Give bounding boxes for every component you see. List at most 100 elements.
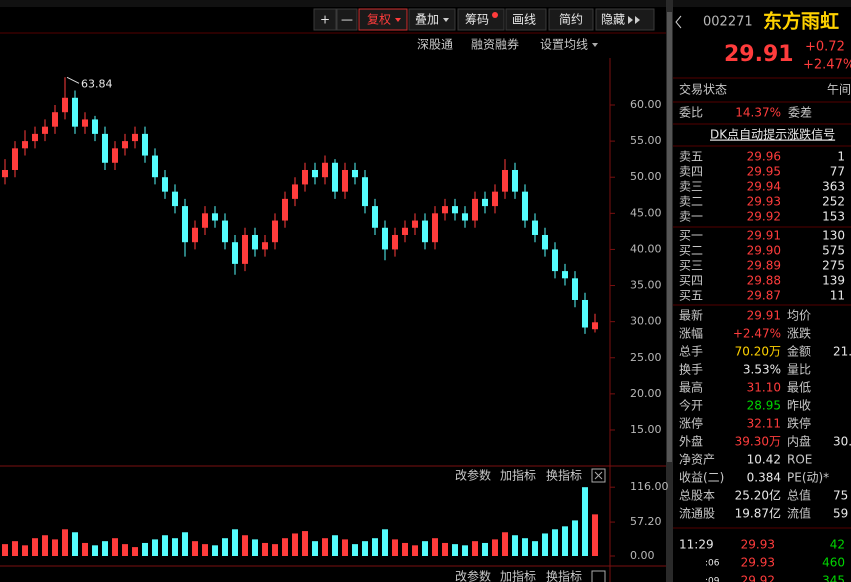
button[interactable] bbox=[548, 8, 594, 31]
button-label[interactable]: 筹码 bbox=[465, 13, 489, 27]
scrollbar-thumb[interactable] bbox=[667, 12, 672, 462]
candle-body bbox=[542, 234, 548, 250]
y-tick-label: 35.00 bbox=[630, 279, 662, 292]
book-price: 29.93 bbox=[747, 195, 781, 209]
candle-body bbox=[102, 133, 108, 163]
candle-body bbox=[32, 133, 38, 142]
link[interactable]: 融资融券 bbox=[471, 37, 519, 52]
candle-body bbox=[282, 198, 288, 221]
button-label[interactable]: 叠加 bbox=[415, 13, 439, 27]
book-price: 29.92 bbox=[747, 210, 781, 224]
stat-label: 最新 bbox=[679, 308, 703, 323]
close-box[interactable] bbox=[591, 468, 606, 483]
candle-body bbox=[352, 169, 358, 178]
volume-bar bbox=[252, 539, 258, 556]
last-price: 29.91 bbox=[724, 42, 794, 67]
indicator-button[interactable]: 加指标 bbox=[500, 468, 536, 483]
stat-label: 最低 bbox=[787, 381, 811, 395]
candle-body bbox=[212, 213, 218, 221]
back-arrow[interactable] bbox=[675, 15, 682, 29]
book-price: 29.89 bbox=[747, 259, 781, 273]
indicator-button[interactable]: 换指标 bbox=[546, 468, 582, 483]
tick-price: 29.93 bbox=[741, 538, 775, 552]
volume-bar bbox=[82, 542, 88, 556]
book-label: 买二 bbox=[679, 244, 703, 258]
button[interactable] bbox=[313, 8, 337, 31]
button[interactable] bbox=[505, 8, 547, 31]
volume-bar bbox=[382, 529, 388, 556]
button-label[interactable]: + bbox=[320, 13, 330, 27]
signal-link[interactable]: DK点自动提示涨跌信号 bbox=[710, 127, 835, 142]
volume-bar bbox=[572, 520, 578, 556]
volume-bar bbox=[142, 542, 148, 556]
candle-body bbox=[512, 169, 518, 192]
candle-body bbox=[452, 206, 458, 214]
book-volume: 575 bbox=[822, 244, 845, 258]
candle-body bbox=[62, 97, 68, 113]
volume-bar bbox=[2, 544, 8, 556]
book-label: 卖三 bbox=[679, 180, 703, 194]
volume-bar bbox=[292, 533, 298, 556]
candle-body bbox=[122, 141, 128, 149]
volume-bar bbox=[482, 542, 488, 556]
book-label: 买四 bbox=[679, 274, 703, 288]
stat-value: 70.20万 bbox=[735, 345, 781, 359]
tick-price: 29.92 bbox=[741, 574, 775, 582]
candle-body bbox=[372, 206, 378, 228]
volume-bar bbox=[202, 544, 208, 556]
candle-body bbox=[302, 169, 308, 185]
volume-bar bbox=[232, 529, 238, 556]
indicator-button[interactable]: 加指标 bbox=[500, 569, 536, 582]
button-label[interactable]: 隐藏 bbox=[601, 13, 625, 27]
tick-volume: 345 bbox=[822, 574, 845, 582]
candle-body bbox=[2, 169, 8, 178]
stat-label: 涨幅 bbox=[679, 326, 703, 341]
volume-bar bbox=[52, 539, 58, 556]
candle-body bbox=[202, 213, 208, 228]
stat-label: 总值 bbox=[787, 488, 811, 503]
candle-body bbox=[112, 148, 118, 163]
link[interactable]: 深股通 bbox=[417, 38, 453, 52]
button-label[interactable]: 简约 bbox=[559, 12, 583, 27]
volume-bar bbox=[22, 545, 28, 556]
button[interactable] bbox=[595, 8, 655, 31]
button-label[interactable]: 画线 bbox=[512, 13, 536, 27]
candle-body bbox=[462, 213, 468, 221]
button[interactable] bbox=[358, 8, 408, 31]
volume-bar bbox=[72, 532, 78, 556]
candle-body bbox=[482, 198, 488, 207]
volume-bar bbox=[212, 545, 218, 556]
volume-bar bbox=[502, 532, 508, 556]
candle-body bbox=[342, 169, 348, 192]
stat-label: 流值 bbox=[787, 506, 811, 521]
indicator-button[interactable]: 改参数 bbox=[455, 468, 491, 483]
button-label[interactable]: — bbox=[341, 13, 353, 27]
button[interactable] bbox=[336, 8, 358, 31]
candle-body bbox=[312, 169, 318, 178]
volume-bar bbox=[172, 538, 178, 556]
volume-bar bbox=[132, 547, 138, 556]
button-label[interactable]: 复权 bbox=[367, 13, 391, 27]
indicator-button[interactable]: 换指标 bbox=[546, 569, 582, 582]
stat-label: 跌停 bbox=[787, 416, 811, 431]
stat-value: 10.42 bbox=[747, 453, 781, 467]
tick-price: 29.93 bbox=[741, 556, 775, 570]
stat-label: 今开 bbox=[679, 398, 703, 413]
volume-bar bbox=[312, 541, 318, 556]
close-box[interactable] bbox=[591, 570, 606, 582]
volume-bar bbox=[32, 538, 38, 556]
button[interactable] bbox=[408, 8, 456, 31]
stat-label: 内盘 bbox=[787, 434, 811, 449]
tick-time: :09 bbox=[705, 577, 720, 582]
candle-body bbox=[192, 227, 198, 243]
candle-body bbox=[82, 119, 88, 127]
y-tick-label: 25.00 bbox=[630, 351, 662, 364]
stat-label: PE(动)* bbox=[787, 471, 829, 485]
volume-bar bbox=[282, 538, 288, 556]
link[interactable]: 设置均线 bbox=[540, 38, 588, 52]
volume-bar bbox=[242, 535, 248, 556]
volume-bar bbox=[472, 541, 478, 556]
indicator-button[interactable]: 改参数 bbox=[455, 569, 491, 582]
dropdown-arrow bbox=[592, 43, 598, 47]
volume-bar bbox=[582, 487, 588, 556]
